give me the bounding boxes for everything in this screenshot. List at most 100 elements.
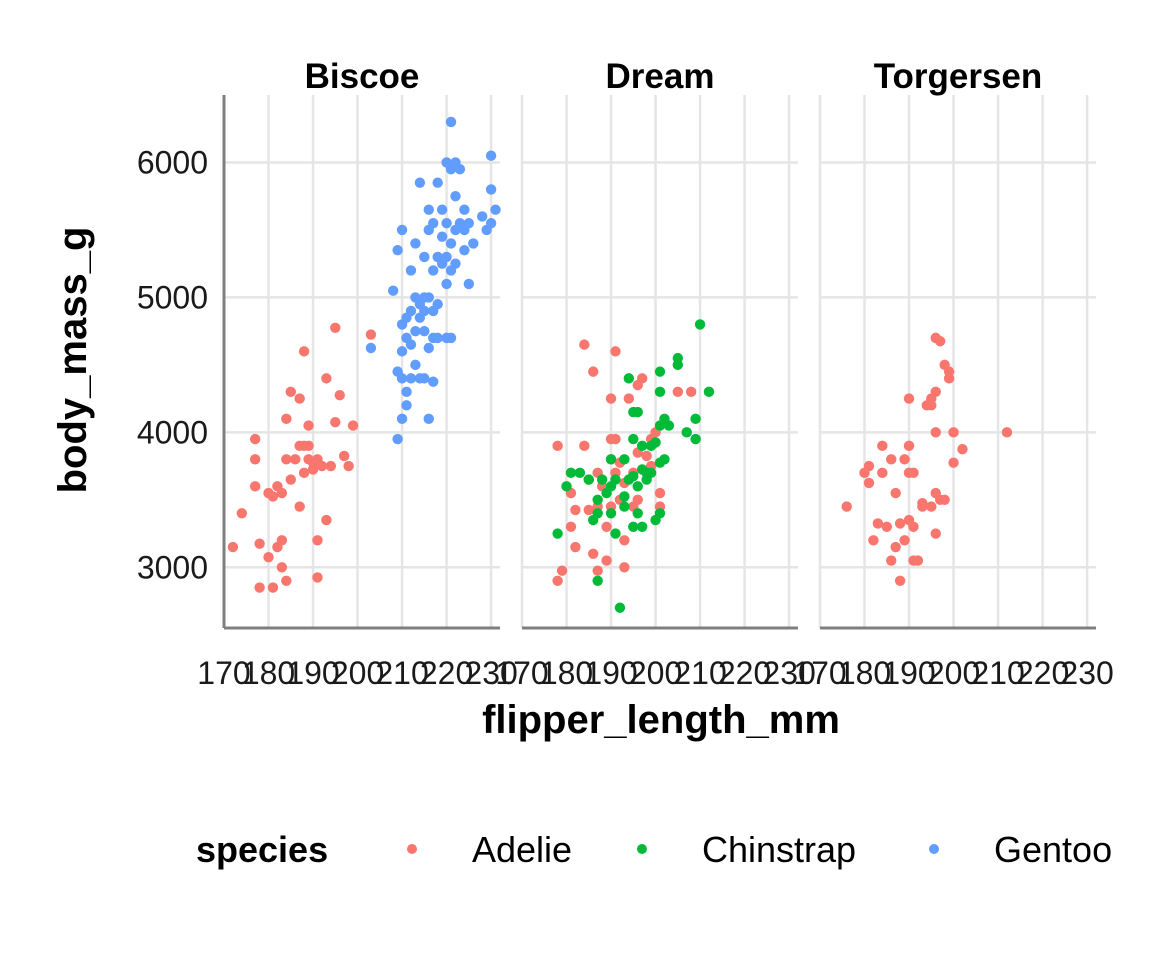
data-point — [249, 481, 261, 492]
data-point — [886, 555, 897, 566]
legend-key-adelie — [407, 844, 417, 854]
data-point — [249, 433, 261, 445]
data-point — [552, 440, 563, 452]
y-tick-label: 3000 — [137, 549, 208, 585]
data-point — [396, 373, 408, 384]
x-tick-label: 230 — [762, 655, 815, 691]
data-point — [436, 204, 448, 215]
x-tick-label: 170 — [793, 655, 846, 691]
data-point — [579, 339, 590, 350]
data-point — [583, 474, 594, 485]
data-point — [868, 535, 879, 546]
data-point — [463, 217, 475, 229]
data-point — [636, 440, 648, 452]
data-point — [645, 467, 657, 479]
data-point — [365, 329, 377, 340]
data-point — [672, 386, 684, 398]
data-point — [659, 454, 670, 465]
data-point — [445, 238, 457, 249]
series-gentoo — [365, 116, 501, 445]
data-point — [930, 427, 941, 438]
x-axis-title: flipper_length_mm — [482, 698, 840, 742]
data-point — [930, 528, 941, 539]
data-point — [392, 433, 403, 445]
data-point — [459, 244, 470, 256]
data-point — [316, 460, 328, 472]
x-tick-label: 190 — [882, 655, 935, 691]
data-point — [321, 514, 332, 526]
data-point — [276, 487, 288, 499]
data-point — [917, 497, 928, 509]
data-point — [263, 551, 274, 563]
data-point — [579, 440, 590, 452]
data-point — [281, 454, 292, 465]
data-point — [943, 366, 955, 377]
data-point — [330, 417, 341, 428]
data-point — [405, 265, 417, 276]
data-point — [450, 191, 461, 202]
data-point — [636, 521, 648, 532]
data-point — [423, 413, 434, 425]
data-point — [298, 467, 310, 479]
data-point — [930, 386, 941, 398]
data-point — [387, 285, 399, 296]
data-point — [623, 373, 635, 384]
data-point — [632, 508, 643, 519]
facet-title-biscoe: Biscoe — [305, 57, 420, 96]
x-tick-label: 200 — [927, 655, 980, 691]
data-point — [939, 494, 950, 506]
data-point — [570, 541, 581, 553]
data-point — [619, 454, 630, 465]
data-point — [343, 460, 354, 472]
x-tick-label: 210 — [375, 655, 428, 691]
data-point — [583, 504, 594, 516]
data-point — [428, 376, 439, 387]
data-point — [601, 555, 612, 566]
data-point — [392, 244, 403, 256]
data-point — [908, 521, 919, 532]
data-point — [396, 413, 408, 425]
data-point — [303, 440, 314, 452]
facet-title-torgersen: Torgersen — [874, 57, 1043, 96]
data-point — [298, 346, 310, 357]
data-point — [619, 491, 630, 502]
data-point — [605, 393, 617, 404]
data-point — [894, 575, 906, 586]
data-point — [610, 433, 621, 445]
data-point — [886, 454, 897, 465]
data-point — [863, 477, 875, 489]
data-point — [890, 541, 901, 553]
data-point — [294, 393, 305, 404]
series-chinstrap — [552, 319, 715, 613]
data-point — [841, 501, 852, 512]
data-point — [445, 332, 457, 344]
data-point — [912, 555, 924, 566]
data-point — [459, 204, 470, 215]
data-point — [552, 575, 563, 586]
x-tick-label: 230 — [1060, 655, 1113, 691]
data-point — [881, 521, 892, 532]
data-point — [285, 386, 296, 398]
data-point — [610, 346, 621, 357]
x-tick-label: 170 — [197, 655, 250, 691]
data-point — [476, 211, 488, 222]
data-point — [565, 521, 577, 532]
data-point — [419, 251, 430, 263]
data-point — [636, 373, 648, 384]
data-point — [623, 393, 635, 404]
data-point — [312, 535, 323, 546]
x-tick-label: 210 — [971, 655, 1024, 691]
data-point — [899, 454, 910, 465]
data-point — [227, 541, 239, 553]
data-point — [877, 440, 888, 452]
data-point — [414, 177, 426, 188]
x-tick-label: 230 — [464, 655, 517, 691]
data-point — [485, 184, 497, 195]
data-point — [619, 535, 630, 546]
data-point — [396, 224, 408, 236]
data-point — [672, 359, 684, 371]
y-tick-label: 5000 — [137, 279, 208, 315]
data-point — [605, 508, 617, 519]
